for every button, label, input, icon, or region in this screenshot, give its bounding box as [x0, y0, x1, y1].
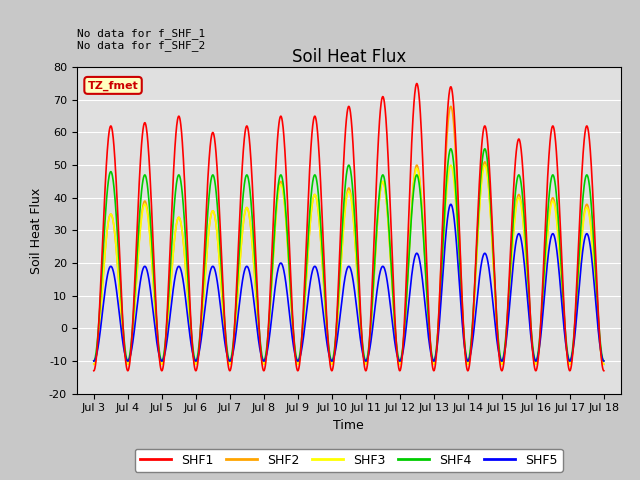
- SHF5: [586, 237, 593, 243]
- SHF4: [585, 180, 593, 185]
- Line: SHF5: SHF5: [94, 204, 604, 361]
- SHF1: [492, 297, 499, 302]
- SHF3: [492, 303, 499, 309]
- Legend: SHF1, SHF2, SHF3, SHF4, SHF5: SHF1, SHF2, SHF3, SHF4, SHF5: [134, 449, 563, 472]
- SHF4: [116, 273, 124, 278]
- SHF1: [324, 342, 332, 348]
- SHF4: [90, 358, 98, 364]
- SHF1: [90, 368, 98, 373]
- SHF4: [324, 339, 332, 345]
- SHF3: [116, 293, 124, 299]
- SHF3: [338, 252, 346, 257]
- SHF5: [324, 348, 332, 354]
- Text: TZ_fmet: TZ_fmet: [88, 80, 138, 91]
- SHF1: [413, 81, 420, 86]
- X-axis label: Time: Time: [333, 419, 364, 432]
- Y-axis label: Soil Heat Flux: Soil Heat Flux: [30, 187, 44, 274]
- SHF2: [338, 249, 346, 255]
- SHF3: [447, 162, 454, 168]
- SHF1: [116, 257, 124, 263]
- SHF4: [338, 234, 346, 240]
- SHF2: [492, 302, 499, 308]
- SHF5: [600, 358, 607, 364]
- SHF3: [90, 361, 98, 367]
- SHF5: [116, 315, 124, 321]
- SHF5: [492, 327, 499, 333]
- SHF2: [90, 361, 98, 367]
- SHF5: [90, 358, 98, 364]
- SHF5: [447, 202, 454, 207]
- SHF5: [338, 298, 346, 304]
- SHF2: [447, 104, 454, 109]
- Line: SHF2: SHF2: [94, 107, 604, 364]
- SHF4: [600, 358, 607, 364]
- SHF3: [324, 344, 332, 349]
- Title: Soil Heat Flux: Soil Heat Flux: [292, 48, 406, 66]
- SHF3: [586, 213, 593, 218]
- SHF1: [586, 135, 593, 141]
- Line: SHF4: SHF4: [94, 149, 604, 361]
- SHF1: [338, 200, 346, 205]
- SHF4: [447, 146, 454, 152]
- Text: No data for f_SHF_1
No data for f_SHF_2: No data for f_SHF_1 No data for f_SHF_2: [77, 28, 205, 51]
- SHF5: [585, 236, 593, 242]
- SHF3: [585, 211, 593, 217]
- SHF4: [586, 181, 593, 187]
- SHF2: [600, 361, 607, 367]
- SHF2: [585, 208, 593, 214]
- SHF3: [600, 361, 607, 367]
- SHF2: [586, 209, 593, 215]
- Line: SHF1: SHF1: [94, 84, 604, 371]
- SHF1: [600, 368, 607, 373]
- SHF2: [324, 344, 332, 349]
- SHF1: [585, 133, 593, 139]
- SHF2: [116, 293, 124, 299]
- Line: SHF3: SHF3: [94, 165, 604, 364]
- SHF4: [492, 296, 499, 302]
